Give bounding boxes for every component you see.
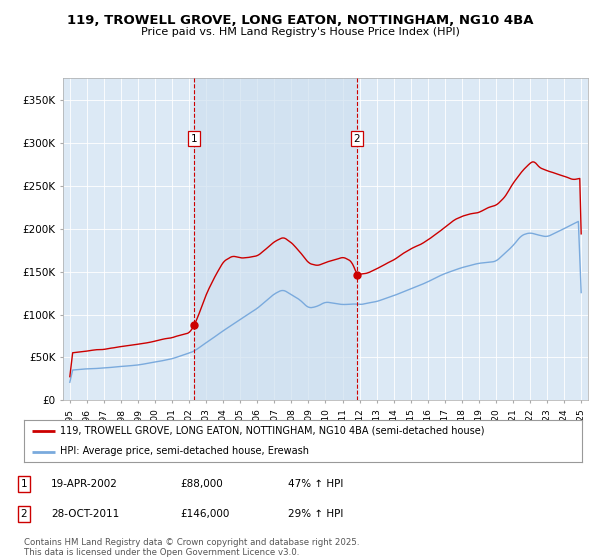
Text: Contains HM Land Registry data © Crown copyright and database right 2025.
This d: Contains HM Land Registry data © Crown c… [24, 538, 359, 557]
Text: 2: 2 [20, 509, 28, 519]
Text: HPI: Average price, semi-detached house, Erewash: HPI: Average price, semi-detached house,… [60, 446, 309, 456]
Text: £88,000: £88,000 [180, 479, 223, 489]
Text: 1: 1 [191, 133, 197, 143]
Text: Price paid vs. HM Land Registry's House Price Index (HPI): Price paid vs. HM Land Registry's House … [140, 27, 460, 37]
Text: 29% ↑ HPI: 29% ↑ HPI [288, 509, 343, 519]
Text: £146,000: £146,000 [180, 509, 229, 519]
Text: 1: 1 [20, 479, 28, 489]
Text: 28-OCT-2011: 28-OCT-2011 [51, 509, 119, 519]
Text: 119, TROWELL GROVE, LONG EATON, NOTTINGHAM, NG10 4BA (semi-detached house): 119, TROWELL GROVE, LONG EATON, NOTTINGH… [60, 426, 485, 436]
Bar [194, 78, 356, 400]
Text: 19-APR-2002: 19-APR-2002 [51, 479, 118, 489]
Text: 119, TROWELL GROVE, LONG EATON, NOTTINGHAM, NG10 4BA: 119, TROWELL GROVE, LONG EATON, NOTTINGH… [67, 14, 533, 27]
Text: 47% ↑ HPI: 47% ↑ HPI [288, 479, 343, 489]
Text: 2: 2 [353, 133, 360, 143]
